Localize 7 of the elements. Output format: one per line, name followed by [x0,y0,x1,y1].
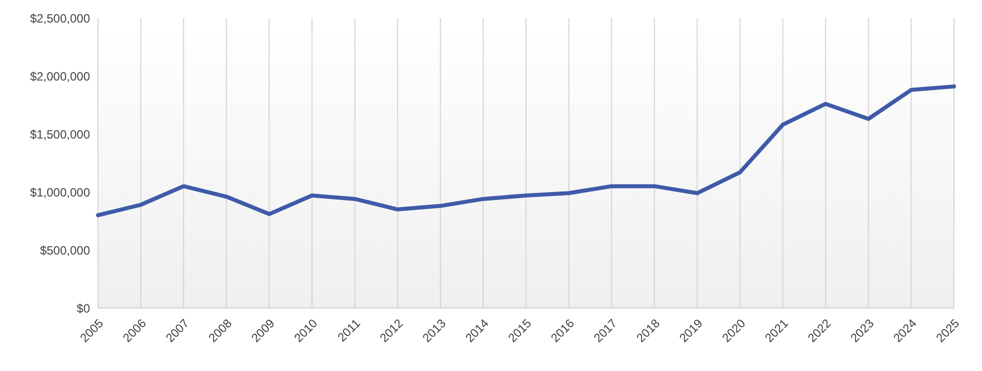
y-tick-label: $2,000,000 [30,69,90,84]
y-tick-label: $2,500,000 [30,11,90,26]
y-tick-label: $0 [76,301,90,316]
line-series [96,84,956,218]
y-tick-label: $1,500,000 [30,127,90,142]
y-tick-label: $1,000,000 [30,185,90,200]
y-tick-label: $500,000 [40,243,90,258]
